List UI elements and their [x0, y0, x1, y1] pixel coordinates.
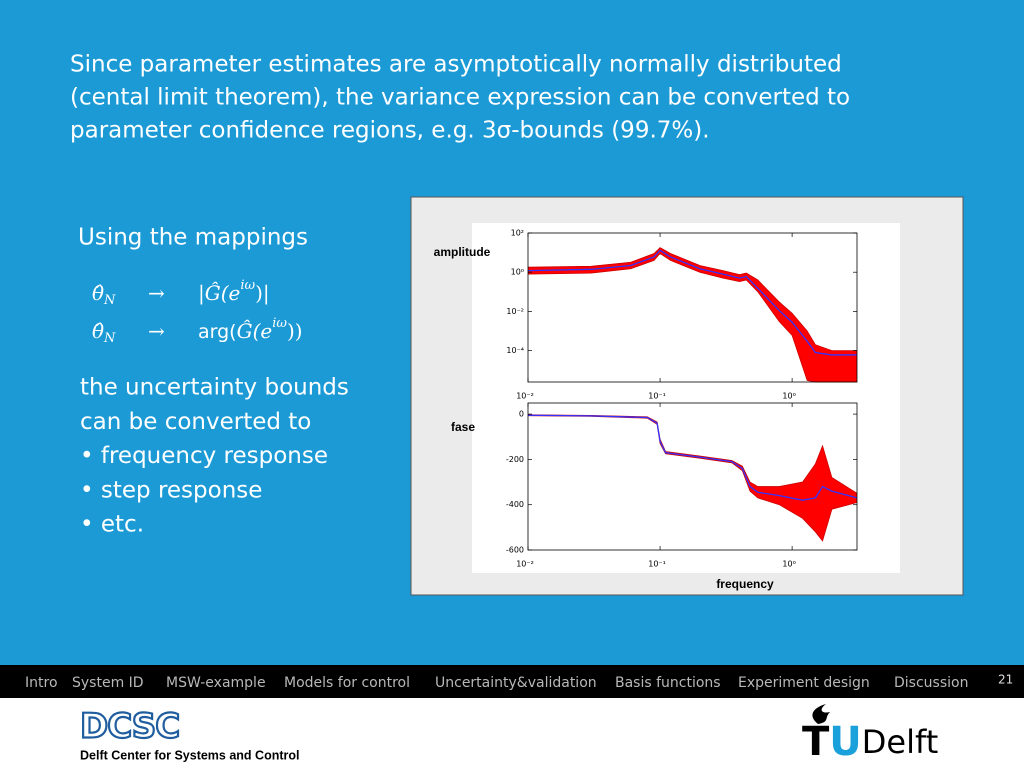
- y-tick-label: -600: [506, 546, 524, 555]
- nav-item: System ID: [72, 675, 144, 691]
- bullet-line: the uncertainty bounds: [80, 375, 349, 401]
- bullet-line: can be converted to: [80, 409, 311, 435]
- theta: θ̂: [92, 281, 104, 305]
- page-number: 21: [998, 673, 1013, 687]
- confidence-band: [528, 247, 857, 382]
- nav-item: Discussion: [894, 675, 968, 691]
- footer: [0, 698, 1024, 768]
- y-tick-label: 0: [519, 410, 524, 419]
- logo-u: U: [829, 719, 861, 765]
- nav-item: Intro: [25, 675, 58, 691]
- y-tick-label: -200: [506, 455, 524, 464]
- y-tick-label: 10²: [511, 229, 524, 238]
- x-tick-label: 10⁻¹: [648, 560, 666, 569]
- formula: θ̂N → |Ĝ(eiω)|: [92, 278, 270, 308]
- nav-bar: [0, 665, 1024, 698]
- x-tick-label: 10⁰: [782, 392, 795, 401]
- x-label: frequency: [716, 577, 774, 591]
- y-label: fase: [451, 420, 475, 434]
- bound-line: [527, 252, 857, 383]
- nav-item: Basis functions: [615, 675, 721, 691]
- bound-line: [527, 414, 858, 494]
- expr: Ĝ(e: [237, 318, 273, 343]
- nav-item: Models for control: [284, 675, 410, 691]
- intro: Using the mappings: [78, 225, 308, 251]
- bound-line: [527, 415, 858, 542]
- y-label: amplitude: [434, 245, 491, 259]
- y-tick-label: 10⁻⁴: [506, 346, 524, 355]
- arrow: →: [148, 319, 165, 343]
- nominal-line: [527, 249, 857, 356]
- paragraph-line: Since parameter estimates are asymptotic…: [70, 52, 842, 78]
- x-tick-label: 10⁻²: [516, 392, 534, 401]
- figure-canvas: [472, 223, 900, 573]
- bullet-line: • frequency response: [80, 443, 328, 469]
- nominal-line: [527, 414, 858, 501]
- x-tick-label: 10⁻²: [516, 560, 534, 569]
- fn: arg(: [198, 321, 237, 343]
- x-tick-label: 10⁻¹: [648, 392, 666, 401]
- plot-frame: [527, 232, 858, 383]
- expr: |Ĝ(e: [198, 280, 240, 306]
- theta: θ̂: [92, 319, 104, 343]
- sub: N: [103, 331, 116, 346]
- sup: iω: [240, 278, 255, 293]
- nav-item: Uncertainty&validation: [435, 675, 597, 691]
- expr: )): [287, 319, 303, 343]
- paragraph-line: (cental limit theorem), the variance exp…: [70, 85, 850, 111]
- sup: iω: [272, 316, 287, 331]
- logo-t: T: [802, 719, 830, 765]
- nav-item: MSW-example: [166, 675, 266, 691]
- formula: θ̂N → arg(Ĝ(eiω)): [92, 316, 303, 346]
- paragraph-line: parameter confidence regions, e.g. 3σ-bo…: [70, 118, 710, 144]
- y-tick-label: -400: [506, 500, 524, 509]
- logo-caption: Delft Center for Systems and Control: [80, 748, 299, 762]
- bullet-line: • etc.: [80, 512, 144, 538]
- y-tick-label: 10⁰: [511, 268, 524, 277]
- y-tick-label: 10⁻²: [506, 307, 524, 316]
- sub: N: [103, 293, 116, 308]
- bullet-line: • step response: [80, 477, 262, 503]
- bound-line: [527, 247, 857, 351]
- logo-tudelft: TUDelft: [802, 719, 938, 765]
- logo-dcsc: DCSC: [80, 707, 179, 747]
- logo-delft: Delft: [862, 723, 938, 761]
- expr: )|: [255, 281, 270, 306]
- x-tick-label: 10⁰: [782, 560, 795, 569]
- confidence-band: [528, 414, 857, 541]
- plot-frame: [527, 402, 858, 551]
- arrow: →: [148, 281, 165, 305]
- nav-item: Experiment design: [738, 675, 870, 691]
- logo-flame: [812, 704, 830, 724]
